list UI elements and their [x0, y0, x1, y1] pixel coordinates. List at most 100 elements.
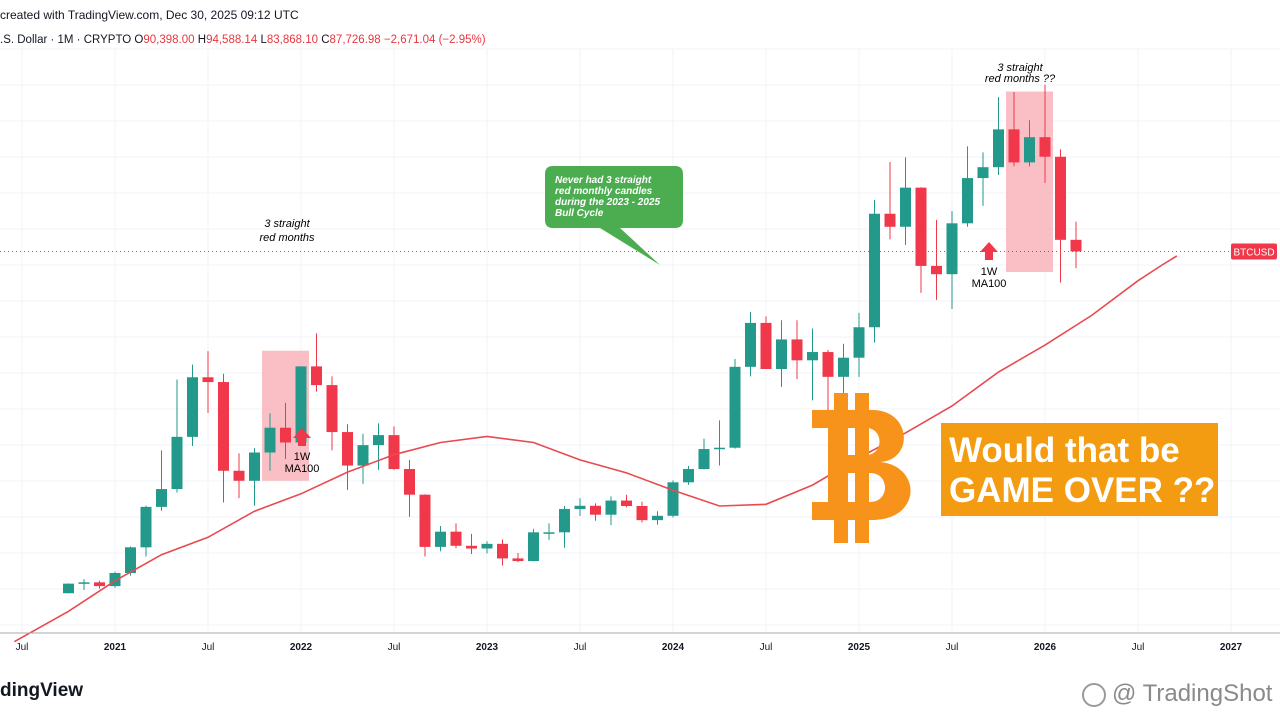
price-tag-text: BTCUSD	[1233, 247, 1274, 258]
candle-33	[574, 498, 586, 517]
candle-body-21	[388, 435, 400, 470]
candle-30	[528, 528, 539, 562]
left-arrow-label-2: MA100	[285, 463, 320, 475]
candle-body-9	[202, 377, 214, 383]
candle-body-3	[109, 572, 121, 587]
candle-body-53	[884, 213, 896, 227]
candle-42	[714, 420, 725, 466]
candle-body-45	[760, 322, 772, 370]
candles	[63, 84, 1082, 594]
candle-body-16	[311, 366, 322, 386]
candle-body-10	[218, 382, 229, 471]
candle-47	[791, 320, 803, 380]
candle-body-46	[776, 339, 787, 370]
candle-24	[435, 526, 446, 552]
candle-12	[249, 448, 260, 506]
candle-body-43	[729, 366, 741, 448]
candle-29	[512, 552, 524, 563]
x-label-6: Jul	[574, 642, 587, 653]
candle-body-42	[714, 447, 725, 450]
legend-high-value: 94,588.14	[206, 34, 258, 46]
candle-36	[621, 494, 632, 508]
chart-grid	[0, 48, 1280, 633]
candle-body-27	[481, 543, 493, 549]
candle-body-15	[295, 366, 307, 443]
candle-34	[590, 503, 601, 521]
candle-body-14	[280, 427, 291, 443]
candle-23	[419, 494, 431, 557]
bitcoin-logo-icon	[812, 393, 911, 543]
legend-open-label: O	[134, 34, 144, 46]
candle-body-12	[249, 452, 260, 481]
candle-54	[900, 157, 911, 246]
candle-53	[884, 161, 896, 240]
price-tag[interactable]: BTCUSD	[1231, 243, 1277, 260]
headline-line-2: GAME OVER ??	[949, 471, 1215, 510]
candle-31	[543, 523, 555, 540]
x-label-3: 2022	[290, 642, 313, 653]
candle-0	[63, 583, 74, 594]
legend-change-value: −2,671.04 (−2.95%)	[383, 34, 486, 46]
candle-body-1	[78, 582, 90, 584]
candle-body-61	[1008, 129, 1020, 163]
candle-body-30	[528, 532, 539, 562]
legend-close-value: 87,726.98	[329, 34, 381, 46]
right-arrow-label-2: MA100	[972, 278, 1007, 290]
candle-body-7	[171, 436, 183, 490]
candle-27	[481, 541, 493, 554]
candle-51	[853, 312, 865, 377]
candle-body-59	[977, 167, 989, 179]
candle-38	[652, 511, 663, 525]
callout-line-4: Bull Cycle	[555, 208, 604, 219]
candle-28	[497, 539, 508, 566]
candle-11	[233, 453, 245, 499]
candle-body-4	[125, 547, 136, 573]
legend-low-value: 83,868.10	[266, 34, 319, 46]
right-arrow-label-1: 1W	[981, 266, 998, 278]
left-arrow-up-icon	[293, 428, 311, 446]
candle-18	[342, 424, 353, 490]
candle-body-62	[1024, 137, 1035, 163]
x-axis-labels: Jul 2021 Jul 2022 Jul 2023 Jul 2024 Jul 2025 Jul 20…	[16, 642, 1243, 653]
candle-44	[745, 312, 756, 377]
right-box-label-2: red months ??	[985, 73, 1056, 85]
candle-3	[109, 571, 121, 588]
x-label-8: Jul	[760, 642, 773, 653]
candle-4	[125, 546, 136, 576]
candle-52	[869, 199, 880, 343]
highlight-boxes	[262, 91, 1053, 481]
candle-body-20	[373, 435, 384, 446]
candle-body-6	[156, 489, 167, 507]
candle-body-36	[621, 500, 632, 507]
right-box-label-1: 3 straight	[997, 62, 1043, 74]
watermark-text: @ TradingShot	[1112, 680, 1273, 707]
candle-body-35	[605, 500, 617, 515]
candle-body-44	[745, 322, 756, 367]
candle-body-37	[636, 506, 648, 521]
candle-body-55	[915, 187, 927, 266]
candle-body-26	[466, 545, 477, 549]
candle-body-34	[590, 505, 601, 515]
candle-14	[280, 402, 291, 460]
candle-body-48	[807, 352, 818, 361]
candle-body-17	[326, 385, 338, 433]
candle-25	[450, 523, 462, 549]
candle-22	[404, 459, 415, 517]
x-label-13: 2027	[1220, 642, 1243, 653]
candle-body-39	[667, 482, 679, 516]
price-tag-bg	[1231, 243, 1277, 260]
candle-body-32	[559, 509, 570, 533]
x-label-4: Jul	[388, 642, 401, 653]
candle-body-5	[140, 506, 152, 548]
x-label-10: Jul	[946, 642, 959, 653]
candle-10	[218, 373, 229, 503]
candle-body-19	[357, 445, 369, 466]
x-label-1: 2021	[104, 642, 127, 653]
candle-59	[977, 152, 989, 206]
candle-48	[807, 328, 818, 401]
candle-41	[698, 438, 710, 470]
candle-62	[1024, 120, 1035, 167]
candle-58	[962, 146, 973, 227]
right-arrow-up-icon	[980, 242, 998, 260]
